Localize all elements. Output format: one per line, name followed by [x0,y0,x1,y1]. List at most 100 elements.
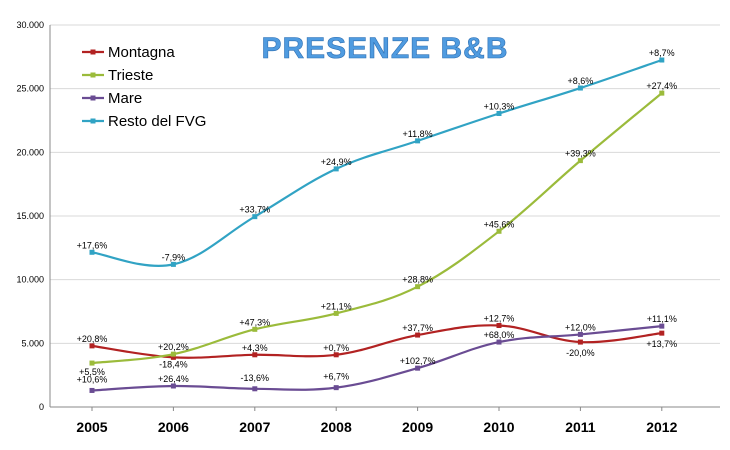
data-point-mare [659,323,665,329]
legend: Montagna Trieste Mare Resto del FVG [82,44,206,130]
data-label-montagna: +0,7% [323,343,349,353]
data-point-montagna [577,339,583,345]
legend-item-resto-del-fvg: Resto del FVG [82,113,206,130]
legend-label: Resto del FVG [108,113,206,130]
data-point-resto-del-fvg [252,214,258,220]
data-label-mare: +26,4% [158,374,189,384]
gridlines [50,24,720,344]
data-point-resto-del-fvg [333,166,339,172]
data-label-montagna: +37,7% [402,323,433,333]
data-point-montagna [415,332,421,338]
data-point-mare [252,386,258,392]
y-tick-label: 30.000 [16,20,44,30]
data-label-mare: -13,6% [241,373,270,383]
x-tick-label: 2007 [239,419,270,435]
series-line-resto-del-fvg [91,58,663,267]
x-tick-label: 2010 [483,419,514,435]
data-label-trieste: +39,3% [565,149,596,159]
data-point-mare [496,339,502,345]
legend-item-mare: Mare [82,90,142,107]
series-line-montagna [91,324,662,359]
data-point-resto-del-fvg [170,261,176,267]
data-label-mare: +10,6% [77,374,108,384]
data-point-resto-del-fvg [659,57,665,63]
legend-item-montagna: Montagna [82,44,175,61]
series-line-mare [91,325,662,392]
data-point-trieste [577,158,583,164]
data-label-resto-del-fvg: +8,6% [568,76,594,86]
data-label-trieste: +47,3% [239,317,270,327]
data-label-trieste: +21,1% [321,301,352,311]
x-tick-label: 2009 [402,419,433,435]
data-label-montagna: -20,0% [566,348,595,358]
data-label-montagna: +12,7% [484,314,515,324]
data-point-trieste [659,90,665,96]
data-point-mare [89,387,95,393]
data-label-resto-del-fvg: +24,9% [321,157,352,167]
data-point-trieste [89,360,95,366]
data-point-montagna [659,330,665,336]
legend-label: Mare [108,90,142,107]
series-lines [89,57,665,393]
y-tick-label: 0 [39,402,44,412]
data-label-trieste: +28,8% [402,275,433,285]
data-point-resto-del-fvg [89,249,95,255]
data-point-trieste [496,228,502,234]
data-label-mare: +68,0% [484,330,515,340]
data-point-montagna [170,354,176,360]
legend-swatch-marker [90,72,96,78]
data-point-mare [415,365,421,371]
data-point-trieste [252,326,258,332]
data-label-montagna: +4,3% [242,343,268,353]
legend-swatch-marker [90,95,96,101]
axes: 0 5.000 10.000 15.000 20.000 25.000 30.000 2005… [16,20,720,435]
data-point-mare [170,383,176,389]
data-point-mare [577,331,583,337]
data-label-resto-del-fvg: +33,7% [239,205,270,215]
data-label-resto-del-fvg: +17,6% [77,240,108,250]
legend-swatch-marker [90,49,96,55]
chart-title: PRESENZE B&B [261,32,508,65]
data-label-montagna: +13,7% [646,339,677,349]
data-label-montagna: +20,8% [77,334,108,344]
legend-item-trieste: Trieste [82,67,153,84]
data-point-resto-del-fvg [577,85,583,91]
y-tick-label: 5.000 [21,338,44,348]
data-label-trieste: +5,5% [79,367,105,377]
data-label-mare: +6,7% [323,372,349,382]
data-point-trieste [333,310,339,316]
data-label-trieste: +20,2% [158,342,189,352]
x-tick-label: 2008 [321,419,352,435]
data-label-resto-del-fvg: +11,8% [403,129,433,139]
data-label-resto-del-fvg: +8,7% [649,48,675,58]
data-point-montagna [333,352,339,358]
data-label-mare: +12,0% [565,322,596,332]
legend-label: Trieste [108,67,153,84]
data-label-mare: +102,7% [400,356,436,366]
x-tick-label: 2006 [158,419,189,435]
data-point-trieste [170,351,176,357]
legend-swatch-marker [90,118,96,124]
data-point-mare [333,385,339,391]
data-point-resto-del-fvg [496,110,502,116]
series-line-trieste [91,92,663,365]
data-point-montagna [252,352,258,358]
x-tick-label: 2005 [76,419,107,435]
data-label-trieste: +45,6% [484,219,515,229]
y-tick-label: 20.000 [16,147,44,157]
legend-label: Montagna [108,44,175,61]
y-tick-label: 15.000 [16,211,44,221]
data-label-resto-del-fvg: +10,3% [484,101,515,111]
data-labels: +20,8% -18,4% +4,3% +0,7% +37,7% +12,7% -20,0%… [77,48,678,384]
x-tick-label: 2012 [646,419,677,435]
data-label-resto-del-fvg: -7,9% [162,252,186,262]
x-tick-label: 2011 [565,419,596,435]
y-tick-label: 10.000 [16,275,44,285]
data-point-montagna [89,343,95,349]
data-label-montagna: -18,4% [159,359,188,369]
data-label-mare: +11,1% [647,314,677,324]
data-point-trieste [415,284,421,290]
data-point-resto-del-fvg [415,138,421,144]
y-tick-label: 25.000 [16,84,44,94]
